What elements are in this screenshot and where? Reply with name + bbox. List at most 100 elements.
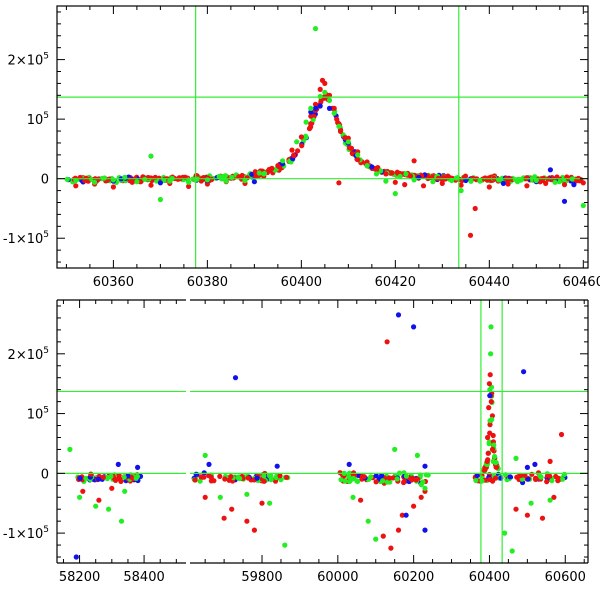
top-data-point-blue [547, 167, 554, 173]
top-data-point-red [458, 182, 464, 188]
top-data-point [403, 171, 409, 177]
y-tick-label: 0 [41, 173, 49, 188]
bottom-data-point-green [282, 542, 288, 548]
bottom-peak-point [491, 442, 497, 448]
top-data-point-red [331, 105, 337, 111]
bottom-data-point [373, 479, 379, 485]
top-data-point-red [439, 180, 445, 186]
top-data-point-red [322, 80, 328, 86]
x-tick-label: 58400 [123, 570, 164, 585]
bottom-data-point [95, 476, 102, 482]
bottom-data-point [121, 474, 127, 480]
bottom-peak-point [487, 430, 493, 436]
x-tick-label: 60360 [93, 275, 134, 290]
top-data-point [291, 152, 297, 159]
bottom-data-point [355, 472, 361, 478]
bottom-data-point-green [244, 491, 250, 497]
top-plot-area [57, 6, 588, 268]
bottom-data-point [413, 477, 419, 483]
top-data-point-blue [308, 109, 314, 115]
bottom-data-point-blue [73, 554, 79, 560]
bottom-data-point-green [93, 503, 99, 509]
top-data-point-red [298, 134, 304, 140]
bottom-data-point [544, 479, 550, 485]
top-data-point-green [204, 177, 210, 183]
bottom-data-point-blue [521, 369, 527, 375]
bottom-data-point [549, 478, 555, 484]
bottom-data-point-red [539, 515, 546, 521]
bottom-data-point [83, 475, 89, 481]
top-data-point-blue [251, 179, 257, 185]
bottom-data-point-blue [115, 461, 121, 467]
bottom-data-point [245, 475, 251, 481]
top-data-point-green [430, 179, 436, 185]
bottom-data-point-green [489, 416, 495, 423]
y-tick-label: -1×105 [3, 525, 49, 542]
top-data-point-red [383, 171, 389, 177]
bottom-data-point-blue [422, 527, 428, 533]
y-tick-label: 2×105 [8, 52, 49, 69]
bottom-data-point [277, 473, 283, 479]
bottom-data-point-red [395, 527, 402, 533]
top-data-point-green [303, 119, 309, 125]
top-data-point-green [331, 110, 337, 116]
top-data-point-green [411, 177, 417, 183]
top-data-point-blue [326, 105, 333, 111]
top-frame [56, 5, 589, 269]
top-data-point-green [261, 171, 267, 177]
top-data-point-red [129, 179, 135, 185]
bottom-data-point [553, 473, 559, 480]
top-data-point-blue [317, 103, 323, 109]
bottom-data-point [529, 471, 535, 477]
top-data-point-green [308, 105, 314, 111]
bottom-data-point-blue [524, 464, 531, 470]
top-data-point-red [364, 159, 370, 165]
top-data-point [346, 145, 352, 151]
top-data-point [217, 174, 223, 180]
bottom-data-point-green [488, 324, 494, 330]
top-data-point-red [561, 182, 568, 188]
top-data-point-green [167, 178, 173, 184]
top-data-point-green [458, 188, 464, 194]
bottom-peak-point [484, 458, 490, 464]
bottom-data-point [197, 478, 203, 484]
x-tick-label: 58200 [59, 570, 100, 585]
top-data-point-green [392, 191, 398, 197]
bottom-data-point-green [267, 500, 273, 506]
x-tick-label: 60440 [469, 275, 510, 290]
bottom-data-point [366, 476, 372, 482]
bottom-data-point-red [388, 545, 394, 551]
bottom-data-point [525, 476, 531, 482]
bottom-data-point [386, 475, 392, 481]
top-data-point-red [312, 101, 319, 107]
top-data-point-green [110, 177, 116, 183]
bottom-data-point [222, 476, 228, 482]
bottom-data-point [403, 473, 409, 479]
x-tick-label: 60000 [317, 570, 358, 585]
bottom-data-point [108, 473, 114, 479]
bottom-data-point [555, 478, 561, 484]
top-data-point-red [186, 183, 192, 189]
bottom-data-point [192, 477, 198, 483]
bottom-data-point-blue [232, 375, 239, 381]
x-tick-label: 60400 [469, 570, 510, 585]
bottom-data-point [211, 478, 217, 484]
bottom-data-point-red [489, 446, 496, 452]
bottom-data-point-red [418, 494, 424, 500]
y-tick-label: 0 [41, 467, 49, 482]
bottom-data-point-green [513, 455, 519, 461]
bottom-data-point-blue [487, 393, 493, 399]
top-data-point-red [486, 184, 492, 190]
bottom-data-point-green [373, 536, 379, 542]
top-data-point-green [322, 89, 328, 95]
top-data-point [256, 170, 262, 176]
bottom-data-point [113, 477, 119, 483]
top-data-point-red [308, 113, 314, 119]
bottom-data-point [273, 474, 279, 481]
bottom-data-point-red [221, 515, 227, 521]
bottom-data-point [561, 471, 568, 477]
top-data-point-green [580, 202, 586, 209]
bottom-data-point [134, 473, 140, 479]
